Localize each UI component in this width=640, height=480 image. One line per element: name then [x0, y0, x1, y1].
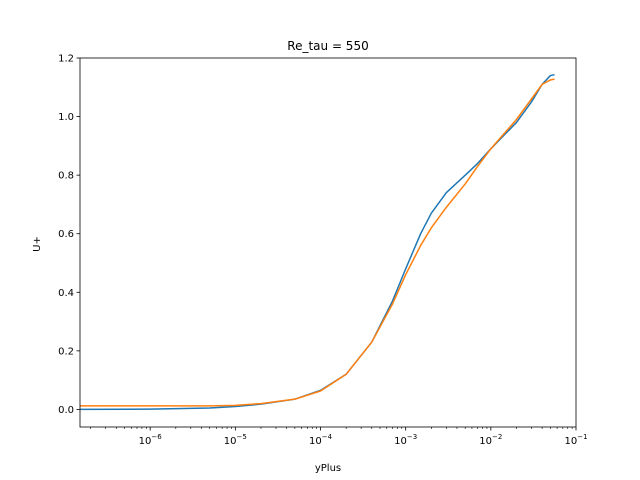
- chart-title: Re_tau = 550: [287, 39, 368, 53]
- x-axis-label: yPlus: [315, 463, 341, 474]
- y-tick-label: 1.0: [58, 112, 74, 123]
- x-tick-label: 10−6: [139, 433, 163, 447]
- y-tick-label: 0.8: [58, 171, 74, 182]
- y-tick-label: 1.2: [58, 54, 74, 65]
- x-tick-label: 10−3: [394, 433, 417, 447]
- y-axis-label: U+: [32, 236, 43, 252]
- series-line-1: [80, 73, 555, 411]
- y-tick-label: 0.4: [58, 288, 74, 299]
- x-tick-label: 10−5: [224, 433, 247, 447]
- x-tick-label: 10−4: [309, 433, 333, 447]
- x-tick-label: 10−2: [479, 433, 502, 447]
- y-tick-label: 0.2: [58, 346, 74, 357]
- axes-frame: [79, 57, 577, 428]
- plot-area: 0.0 0.2 0.4 0.6 0.8 1.0 1.2 10−6 10−5 10−4 10−3 10−…: [58, 54, 587, 448]
- series-line-2: [80, 78, 555, 407]
- x-tick-label: 10−1: [564, 433, 587, 447]
- y-tick-label: 0.0: [58, 405, 74, 416]
- y-tick-label: 0.6: [58, 229, 74, 240]
